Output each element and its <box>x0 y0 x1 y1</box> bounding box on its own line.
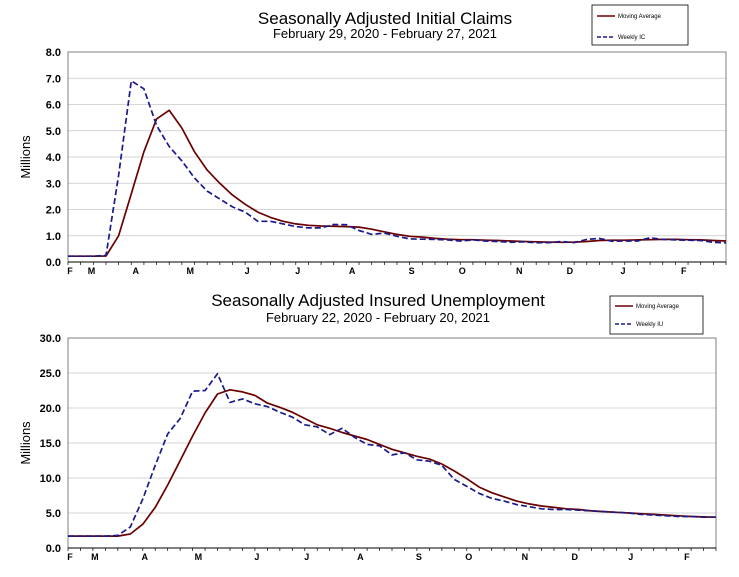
c1-x-tick-label: A <box>133 266 140 276</box>
c2-x-tick-label: M <box>91 552 99 562</box>
c1-x-tick-label: J <box>620 266 625 276</box>
c2-x-tick-label: F <box>67 552 73 562</box>
c1-x-tick-label: O <box>459 266 466 276</box>
c2-x-tick-label: J <box>254 552 259 562</box>
chart1-legend: Moving Average Weekly IC <box>591 4 689 46</box>
c2-x-tick-label: D <box>571 552 578 562</box>
c1-y-tick-label: 3.0 <box>46 178 61 190</box>
c1-x-tick-label: J <box>245 266 250 276</box>
c2-x-tick-label: F <box>684 552 690 562</box>
c1-x-tick-label: F <box>681 266 687 276</box>
initial-claims-chart: Seasonally Adjusted Initial Claims Febru… <box>18 4 727 276</box>
c2-y-tick-label: 10.0 <box>40 473 61 485</box>
c1-series-moving-average-line <box>68 109 727 258</box>
chart2-legend: Moving Average Weekly IU <box>609 295 704 335</box>
c1-y-tick-label: 4.0 <box>46 152 61 164</box>
c1-series-weekly-line <box>68 80 727 258</box>
c2-y-tick-label: 25.0 <box>40 368 61 380</box>
c1-y-tick-label: 5.0 <box>46 126 61 138</box>
c1-y-tick-label: 7.0 <box>46 73 61 85</box>
c2-x-tick-label: A <box>357 552 364 562</box>
c2-series-weekly-line <box>68 372 716 537</box>
chart2-subtitle: February 22, 2020 - February 20, 2021 <box>266 310 490 325</box>
c2-x-tick-label: S <box>416 552 422 562</box>
chart1-title: Seasonally Adjusted Initial Claims <box>258 9 512 28</box>
chart2-legend-weekly: Weekly IU <box>636 322 663 328</box>
insured-unemployment-chart: Seasonally Adjusted Insured Unemployment… <box>18 291 717 562</box>
c2-x-tick-label: M <box>195 552 203 562</box>
c1-x-tick-label: F <box>67 266 73 276</box>
c2-y-tick-label: 15.0 <box>40 438 61 450</box>
c1-y-tick-label: 8.0 <box>46 47 61 59</box>
c2-y-tick-label: 30.0 <box>40 333 61 345</box>
c1-x-tick-label: S <box>409 266 415 276</box>
c1-x-tick-label: A <box>349 266 356 276</box>
c2-x-tick-label: J <box>304 552 309 562</box>
c1-x-tick-label: J <box>295 266 300 276</box>
c1-x-tick-label: M <box>186 266 194 276</box>
chart1-subtitle: February 29, 2020 - February 27, 2021 <box>273 26 497 41</box>
chart2-y-axis-label: Millions <box>18 421 33 465</box>
c2-x-tick-label: A <box>142 552 149 562</box>
chart2-legend-ma: Moving Average <box>636 304 680 310</box>
c1-y-tick-label: 0.0 <box>46 257 61 269</box>
c2-x-tick-label: O <box>465 552 472 562</box>
chart1-y-axis-label: Millions <box>18 135 33 179</box>
chart1-legend-ma: Moving Average <box>618 14 662 20</box>
c1-x-tick-label: N <box>516 266 523 276</box>
chart2-title: Seasonally Adjusted Insured Unemployment <box>211 291 545 310</box>
c1-y-tick-label: 2.0 <box>46 205 61 217</box>
chart2-legend-box <box>609 295 704 335</box>
c1-x-tick-label: D <box>567 266 574 276</box>
c2-x-tick-label: N <box>522 552 529 562</box>
c2-y-tick-label: 20.0 <box>40 403 61 415</box>
c1-y-tick-label: 1.0 <box>46 231 61 243</box>
c2-y-tick-label: 5.0 <box>46 508 61 520</box>
c2-series-moving-average-line <box>68 388 717 537</box>
c2-x-tick-label: J <box>628 552 633 562</box>
c1-x-tick-label: M <box>88 266 96 276</box>
chart1-legend-weekly: Weekly IC <box>618 35 646 41</box>
chart1-legend-box <box>591 4 689 46</box>
c2-y-tick-label: 0.0 <box>46 543 61 555</box>
c1-y-tick-label: 6.0 <box>46 100 61 112</box>
